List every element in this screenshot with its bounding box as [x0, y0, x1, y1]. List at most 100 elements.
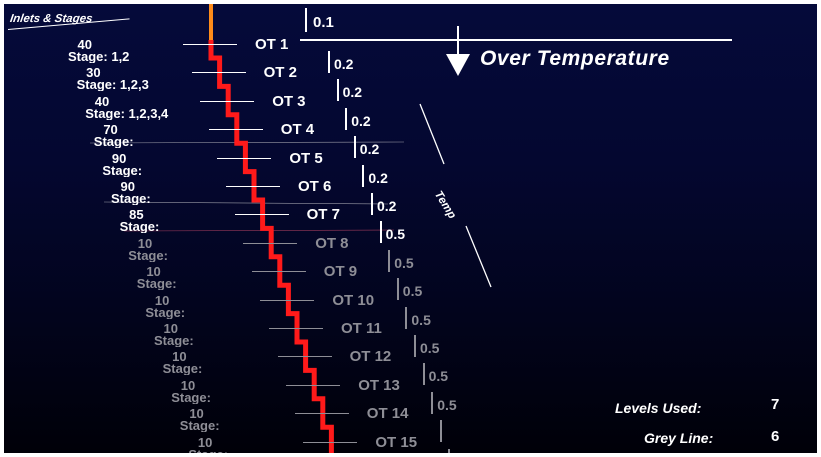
level-value: 0.5: [402, 283, 423, 300]
value-bar: [371, 193, 373, 215]
level-stage: Stage: 1,2: [68, 50, 130, 63]
ot-level-label: OT 6: [298, 179, 332, 195]
guide-line: [103, 201, 389, 205]
level-stage: Stage:: [111, 192, 151, 205]
value-bar: [362, 164, 365, 187]
level-stage: Stage:: [136, 277, 177, 291]
ot-level-label: OT 10: [332, 292, 375, 309]
value-bar: [422, 363, 425, 386]
level-stage: Stage:: [179, 419, 220, 433]
ot-level-label: OT 12: [349, 349, 392, 366]
levels-used-value: 7: [771, 396, 780, 413]
level-number: 10: [146, 264, 161, 280]
level-value: 0.5: [428, 368, 449, 385]
value-bar: [379, 221, 382, 244]
level-tick: [260, 299, 315, 301]
over-temperature-panel: Inlets & Stages 0.1 Over Temperature Tem…: [4, 4, 817, 453]
level-tick: [251, 271, 306, 273]
level-value: 0.5: [394, 254, 414, 271]
level-number: 10: [163, 321, 178, 336]
arrow-down-icon: [446, 54, 470, 76]
level-stage: Stage:: [154, 334, 194, 347]
value-bar: [396, 278, 399, 301]
level-value: 0.2: [359, 141, 380, 158]
level-value: 0.5: [385, 226, 406, 243]
level-stage: Stage:: [162, 362, 203, 376]
grey-line-value: 6: [771, 428, 780, 445]
ot-level-label: OT 14: [366, 406, 409, 423]
ot-level-label: OT 3: [272, 93, 306, 110]
value-bar: [405, 306, 408, 329]
level-value: 0.2: [342, 84, 363, 101]
level-tick: [191, 72, 246, 74]
level-number: 10: [154, 292, 170, 308]
level-number: 10: [172, 349, 187, 365]
level-tick: [226, 186, 280, 187]
level-stage: Stage:: [93, 135, 134, 149]
level-stage: Stage:: [171, 390, 211, 404]
level-number: 30: [86, 65, 101, 81]
level-value: 0.5: [437, 396, 457, 413]
level-number: 90: [111, 150, 127, 166]
guide-line: [123, 229, 395, 232]
level-number: 40: [94, 93, 110, 109]
level-number: 40: [77, 37, 92, 52]
level-tick: [234, 214, 289, 216]
value-bar: [336, 79, 339, 102]
ot-level-label: OT 9: [323, 264, 358, 281]
value-bar: [448, 448, 451, 453]
level-tick: [286, 384, 341, 386]
ot-level-label: OT 13: [358, 377, 400, 394]
temp-slash-lower: [465, 225, 492, 288]
level-tick: [200, 100, 255, 102]
top-value-label: 0.1: [313, 14, 334, 31]
level-tick: [303, 441, 358, 443]
level-tick: [208, 129, 263, 131]
temp-slash-upper: [419, 103, 445, 165]
value-bar: [388, 249, 391, 272]
grey-line-label: Grey Line:: [644, 430, 714, 446]
level-stage: Stage:: [119, 220, 160, 234]
level-number: 10: [189, 406, 204, 422]
level-stage: Stage:: [145, 305, 186, 319]
ot-level-label: OT 7: [306, 207, 340, 224]
value-bar: [414, 335, 416, 357]
level-stage: Stage: 1,2,3: [76, 78, 149, 92]
value-bar: [431, 391, 434, 414]
level-stage: Stage:: [172, 448, 298, 453]
level-number: 90: [120, 179, 135, 194]
level-number: 10: [137, 235, 153, 251]
level-tick: [217, 157, 272, 159]
level-tick: [183, 44, 237, 45]
level-number: 70: [103, 122, 118, 138]
level-number: 10: [197, 434, 213, 450]
level-stage: Stage: 1,2,3,4: [85, 106, 169, 120]
level-number: 10: [180, 377, 196, 393]
level-tick: [294, 413, 349, 415]
level-value: 0.2: [351, 112, 371, 129]
red-step-line: [208, 40, 334, 453]
value-bar: [353, 136, 356, 159]
level-value: 0.5: [420, 340, 440, 356]
over-temperature-title: Over Temperature: [480, 47, 670, 70]
level-tick: [269, 328, 323, 329]
level-number: 85: [129, 207, 144, 223]
level-tick: [277, 356, 332, 358]
ot-level-label: OT 8: [315, 235, 349, 252]
value-bar: [328, 51, 330, 73]
ot-level-label: OT 4: [280, 122, 315, 139]
ot-level-label: OT 11: [341, 321, 382, 337]
value-bar: [439, 420, 442, 443]
value-bar: [345, 107, 348, 130]
levels-used-label: Levels Used:: [615, 400, 702, 416]
level-stage: Stage:: [102, 163, 143, 177]
ot-level-label: OT 1: [255, 37, 289, 53]
level-value: 0.5: [411, 311, 431, 328]
level-stage: Stage:: [128, 248, 168, 262]
level-value: 0.2: [377, 198, 397, 214]
level-value: 0.2: [334, 56, 354, 72]
gauge-graphics: [89, 4, 732, 453]
ot-level-label: OT 15: [375, 434, 418, 451]
level-value: 0.2: [368, 169, 388, 186]
ot-level-label: OT 2: [263, 65, 297, 82]
